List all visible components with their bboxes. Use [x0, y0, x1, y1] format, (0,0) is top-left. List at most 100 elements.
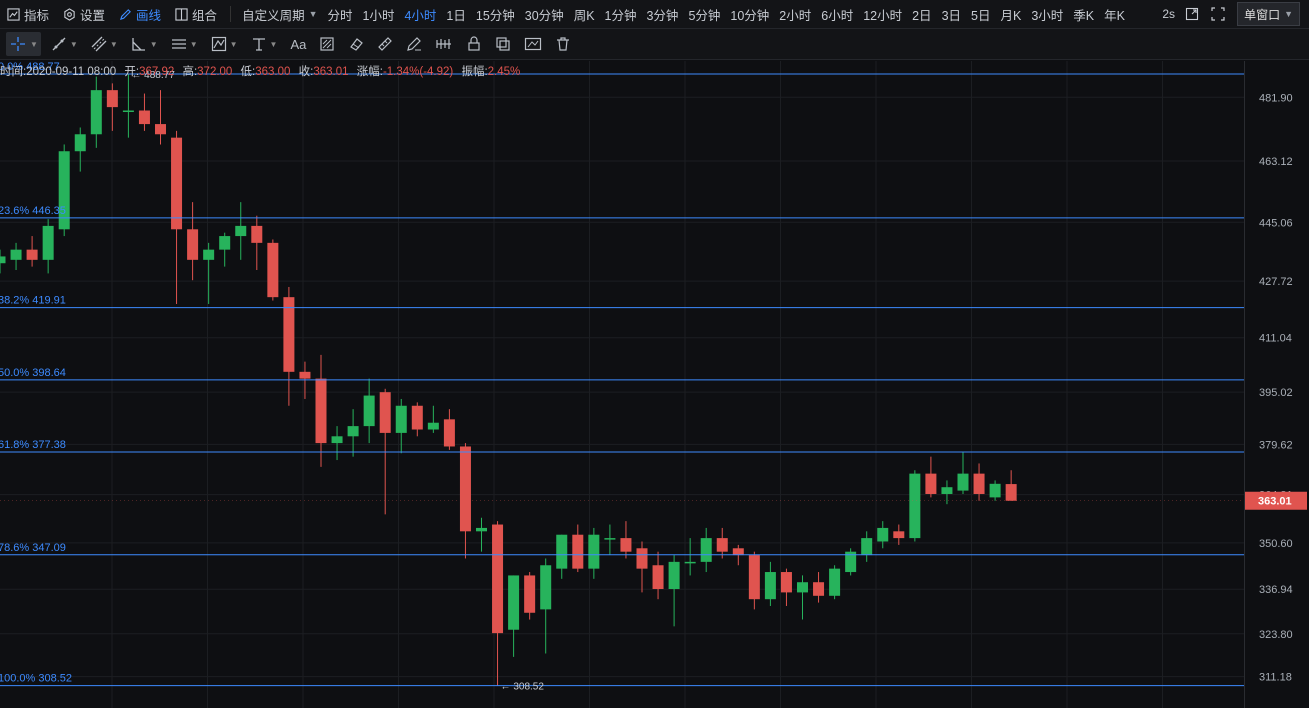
open-value: 367.92 [139, 66, 175, 78]
combo-button[interactable]: 组合 [168, 0, 224, 28]
current-price-label: 363.01 [1258, 496, 1292, 508]
lock-tool[interactable] [463, 32, 485, 56]
close-value: 363.01 [313, 66, 349, 78]
hide-tool[interactable] [521, 32, 545, 56]
wave-tool[interactable] [432, 32, 456, 56]
y-tick-label: 350.60 [1259, 538, 1293, 550]
candle-body [780, 572, 792, 593]
expand-icon[interactable] [1185, 7, 1199, 21]
drawing-toolbar: ▼ ▼ ▼ ▼ ▼ ▼ ▼ Aa [0, 29, 1309, 60]
period-option[interactable]: 2日 [912, 8, 932, 23]
crosshair-tool[interactable]: ▼ [6, 32, 41, 56]
candle-body [187, 229, 199, 260]
fibonacci-icon [171, 39, 186, 49]
draw-button[interactable]: 画线 [112, 0, 168, 28]
candle-body [877, 527, 889, 542]
amplitude-value: 2.45% [487, 66, 521, 78]
candlestick-chart[interactable]: 481.90 463.12 445.06 427.72 411.04 395.02 379.… [0, 61, 1309, 708]
measure-icon [252, 38, 265, 51]
text-tool[interactable]: Aa [287, 32, 309, 56]
settings-button[interactable]: 设置 [56, 0, 112, 28]
open-label: 开: [124, 66, 140, 78]
pen-tool[interactable] [403, 32, 425, 56]
close-label: 收: [298, 66, 314, 78]
fib-tool[interactable]: ▼ [168, 32, 201, 56]
fullscreen-icon[interactable] [1211, 7, 1225, 21]
candle-body [861, 538, 873, 556]
period-option[interactable]: 6小时 [821, 8, 854, 23]
candle-body [90, 90, 102, 135]
custom-period-dropdown[interactable]: 自定义周期 ▼ [237, 0, 322, 28]
period-option[interactable]: 3日 [941, 8, 962, 23]
candle-body [524, 575, 536, 613]
period-option[interactable]: 1日 [446, 8, 466, 23]
period-option[interactable]: 分时 [327, 8, 353, 23]
angle-tool[interactable]: ▼ [128, 32, 161, 56]
copy-tool[interactable] [492, 32, 514, 56]
ohlc-info-line: 时间:2020-09-11 08:00 开:367.92 高:372.00 低:… [0, 63, 520, 79]
top-right-controls: 2s 单窗口 ▼ [1162, 0, 1309, 28]
period-option[interactable]: 1分钟 [604, 8, 637, 23]
eraser-icon [350, 38, 364, 51]
candle-body [219, 236, 231, 250]
measure-tool[interactable]: ▼ [248, 32, 281, 56]
candle-body [797, 582, 808, 593]
indicator-label: 指标 [24, 8, 50, 23]
fib-level-label: 78.6% 347.09 [0, 542, 66, 554]
angle-icon [132, 38, 145, 51]
candle-body [122, 110, 134, 113]
candle-body [989, 483, 1001, 498]
chart-area[interactable]: 481.90 463.12 445.06 427.72 411.04 395.02 379.… [0, 61, 1309, 708]
candle-body [540, 565, 552, 610]
ruler-tool[interactable] [374, 32, 396, 56]
y-tick-label: 411.04 [1259, 333, 1292, 345]
y-tick-label: 481.90 [1259, 92, 1293, 104]
period-option[interactable]: 5日 [971, 8, 991, 23]
trend-line-icon [52, 37, 66, 51]
period-option[interactable]: 1小时 [362, 8, 395, 23]
period-option[interactable]: 5分钟 [688, 8, 721, 23]
candle-body [251, 225, 263, 243]
candle-body [331, 436, 343, 444]
candle-body [379, 392, 391, 433]
window-mode-dropdown[interactable]: 单窗口 ▼ [1237, 2, 1300, 26]
candle-body [0, 256, 6, 264]
pattern-tool[interactable]: ▼ [208, 32, 241, 56]
candle-body [973, 473, 985, 494]
brush-tool[interactable] [316, 32, 338, 56]
period-option[interactable]: 2小时 [779, 8, 812, 23]
line-tool[interactable]: ▼ [48, 32, 81, 56]
caret-down-icon: ▼ [189, 39, 198, 49]
layout-icon [175, 7, 188, 21]
caret-down-icon: ▼ [69, 39, 78, 49]
candle-body [476, 527, 487, 532]
candle-body [652, 565, 664, 590]
period-option[interactable]: 12小时 [863, 8, 903, 23]
delete-tool[interactable] [552, 32, 574, 56]
period-option[interactable]: 4小时 [404, 8, 437, 23]
indicator-button[interactable]: 指标 [0, 0, 56, 28]
caret-down-icon: ▼ [149, 39, 158, 49]
candle-body [26, 249, 38, 260]
period-option[interactable]: 15分钟 [475, 8, 515, 23]
candle-body [74, 134, 86, 152]
period-option[interactable]: 周K [573, 8, 595, 23]
period-option[interactable]: 3小时 [1031, 8, 1064, 23]
candle-body [1005, 484, 1017, 501]
brush-icon [320, 37, 334, 51]
period-option[interactable]: 季K [1073, 8, 1095, 23]
period-option[interactable]: 年K [1104, 8, 1125, 23]
period-option[interactable]: 月K [1000, 8, 1022, 23]
period-option[interactable]: 3分钟 [646, 8, 679, 23]
settings-label: 设置 [80, 8, 106, 23]
candle-body [925, 473, 937, 494]
period-option[interactable]: 10分钟 [730, 8, 770, 23]
high-label: 高: [182, 66, 198, 78]
candle-body [363, 395, 375, 427]
period-option[interactable]: 30分钟 [524, 8, 564, 23]
channel-tool[interactable]: ▼ [88, 32, 121, 56]
wave-icon [436, 39, 452, 49]
refresh-interval[interactable]: 2s [1162, 7, 1176, 21]
parallel-channel-icon [91, 36, 107, 52]
eraser-tool[interactable] [345, 32, 367, 56]
